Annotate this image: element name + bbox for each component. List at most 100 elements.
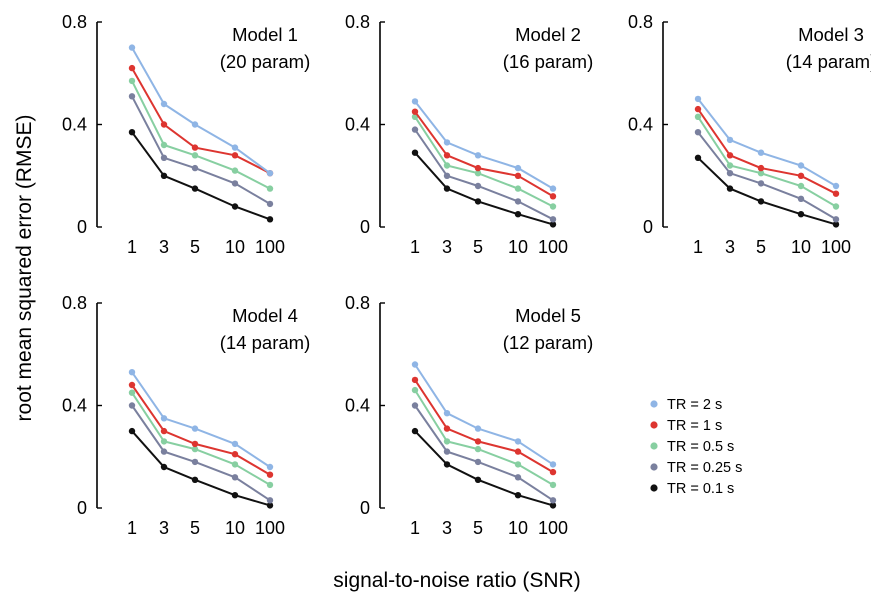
data-point — [474, 170, 482, 177]
panel-model-1: 0 0.4 0.8 1 3 5 10 100 Model 1 (20 param) — [62, 12, 310, 257]
series-line — [414, 379, 554, 473]
series-line — [414, 116, 554, 208]
data-point — [832, 216, 840, 223]
data-point — [231, 144, 239, 151]
data-point — [514, 448, 522, 455]
series-tr-0-5-s — [411, 386, 557, 489]
data-point — [160, 448, 168, 455]
data-point — [443, 185, 451, 192]
data-point — [231, 180, 239, 187]
data-point — [128, 369, 136, 376]
data-point — [266, 200, 274, 208]
series-tr-0-25-s — [128, 93, 274, 208]
series-tr-2-s — [411, 361, 557, 468]
data-point — [160, 121, 168, 128]
panel-subtitle: (20 param) — [220, 51, 310, 72]
series-tr-0-1-s — [411, 427, 557, 509]
data-point — [726, 162, 734, 169]
series-tr-0-1-s — [128, 427, 274, 509]
series-tr-2-s — [128, 369, 274, 471]
data-point — [514, 172, 522, 179]
data-point — [474, 425, 482, 432]
legend-item: TR = 1 s — [650, 418, 722, 434]
data-point — [757, 149, 765, 156]
series-tr-0-1-s — [411, 149, 557, 228]
legend-marker — [650, 421, 658, 429]
data-point — [757, 180, 765, 187]
data-point — [832, 190, 840, 197]
x-tick-label: 1 — [410, 518, 420, 538]
data-point — [231, 492, 239, 499]
data-point — [411, 386, 419, 394]
data-point — [474, 438, 482, 445]
data-point — [191, 144, 199, 151]
series-tr-0-5-s — [411, 113, 557, 210]
data-point — [160, 463, 168, 471]
data-point — [443, 152, 451, 159]
y-tick-label: 0 — [643, 217, 653, 237]
data-point — [128, 402, 136, 409]
series-line — [697, 98, 837, 187]
y-tick-label: 0.4 — [345, 115, 370, 135]
data-point — [443, 139, 451, 146]
series-tr-2-s — [694, 95, 840, 190]
data-point — [757, 164, 765, 172]
data-point — [231, 461, 239, 468]
x-tick-label: 100 — [538, 518, 568, 538]
data-point — [514, 461, 522, 468]
data-point — [797, 195, 805, 202]
data-point — [160, 427, 168, 435]
data-point — [514, 164, 522, 172]
y-tick-label: 0.4 — [628, 115, 653, 135]
data-point — [128, 427, 136, 435]
data-point — [231, 440, 239, 448]
data-point — [474, 198, 482, 205]
data-point — [549, 502, 557, 509]
data-point — [549, 185, 557, 192]
data-point — [549, 461, 557, 468]
legend-item: TR = 0.1 s — [650, 481, 734, 497]
x-tick-label: 10 — [508, 518, 528, 538]
panel-model-3: 0 0.4 0.8 1 3 5 10 100 Model 3 (14 param) — [628, 12, 871, 257]
data-point — [726, 152, 734, 159]
series-tr-0-25-s — [694, 129, 840, 223]
legend-label: TR = 2 s — [667, 397, 722, 413]
data-point — [191, 185, 199, 192]
data-point — [266, 502, 274, 509]
data-point — [514, 474, 522, 481]
legend-item: TR = 0.5 s — [650, 439, 734, 455]
data-point — [443, 172, 451, 179]
data-point — [549, 203, 557, 210]
data-point — [191, 121, 199, 128]
data-point — [191, 164, 199, 172]
data-point — [128, 389, 136, 396]
x-tick-label: 10 — [791, 237, 811, 257]
data-point — [443, 162, 451, 169]
panel-model-5: 0 0.4 0.8 1 3 5 10 100 Model 5 (12 param) — [345, 293, 593, 538]
data-point — [411, 108, 419, 115]
series-line — [131, 371, 271, 468]
data-point — [411, 98, 419, 105]
series-line — [414, 111, 554, 198]
y-tick-label: 0.8 — [62, 293, 87, 313]
legend-marker — [650, 463, 658, 471]
data-point — [191, 425, 199, 432]
series-tr-0-25-s — [128, 402, 274, 504]
y-axis-title: root mean squared error (RMSE) — [13, 115, 36, 422]
data-point — [514, 492, 522, 499]
x-tick-label: 1 — [410, 237, 420, 257]
data-point — [832, 182, 840, 190]
x-tick-label: 100 — [821, 237, 851, 257]
data-point — [231, 474, 239, 481]
panel-title: Model 3 — [798, 24, 864, 45]
series-tr-0-5-s — [128, 77, 274, 192]
data-point — [832, 203, 840, 210]
data-point — [726, 136, 734, 144]
data-point — [266, 471, 274, 478]
data-point — [797, 162, 805, 169]
y-tick-label: 0.8 — [62, 12, 87, 32]
legend-marker — [650, 442, 658, 450]
data-point — [474, 458, 482, 466]
x-tick-label: 5 — [756, 237, 766, 257]
